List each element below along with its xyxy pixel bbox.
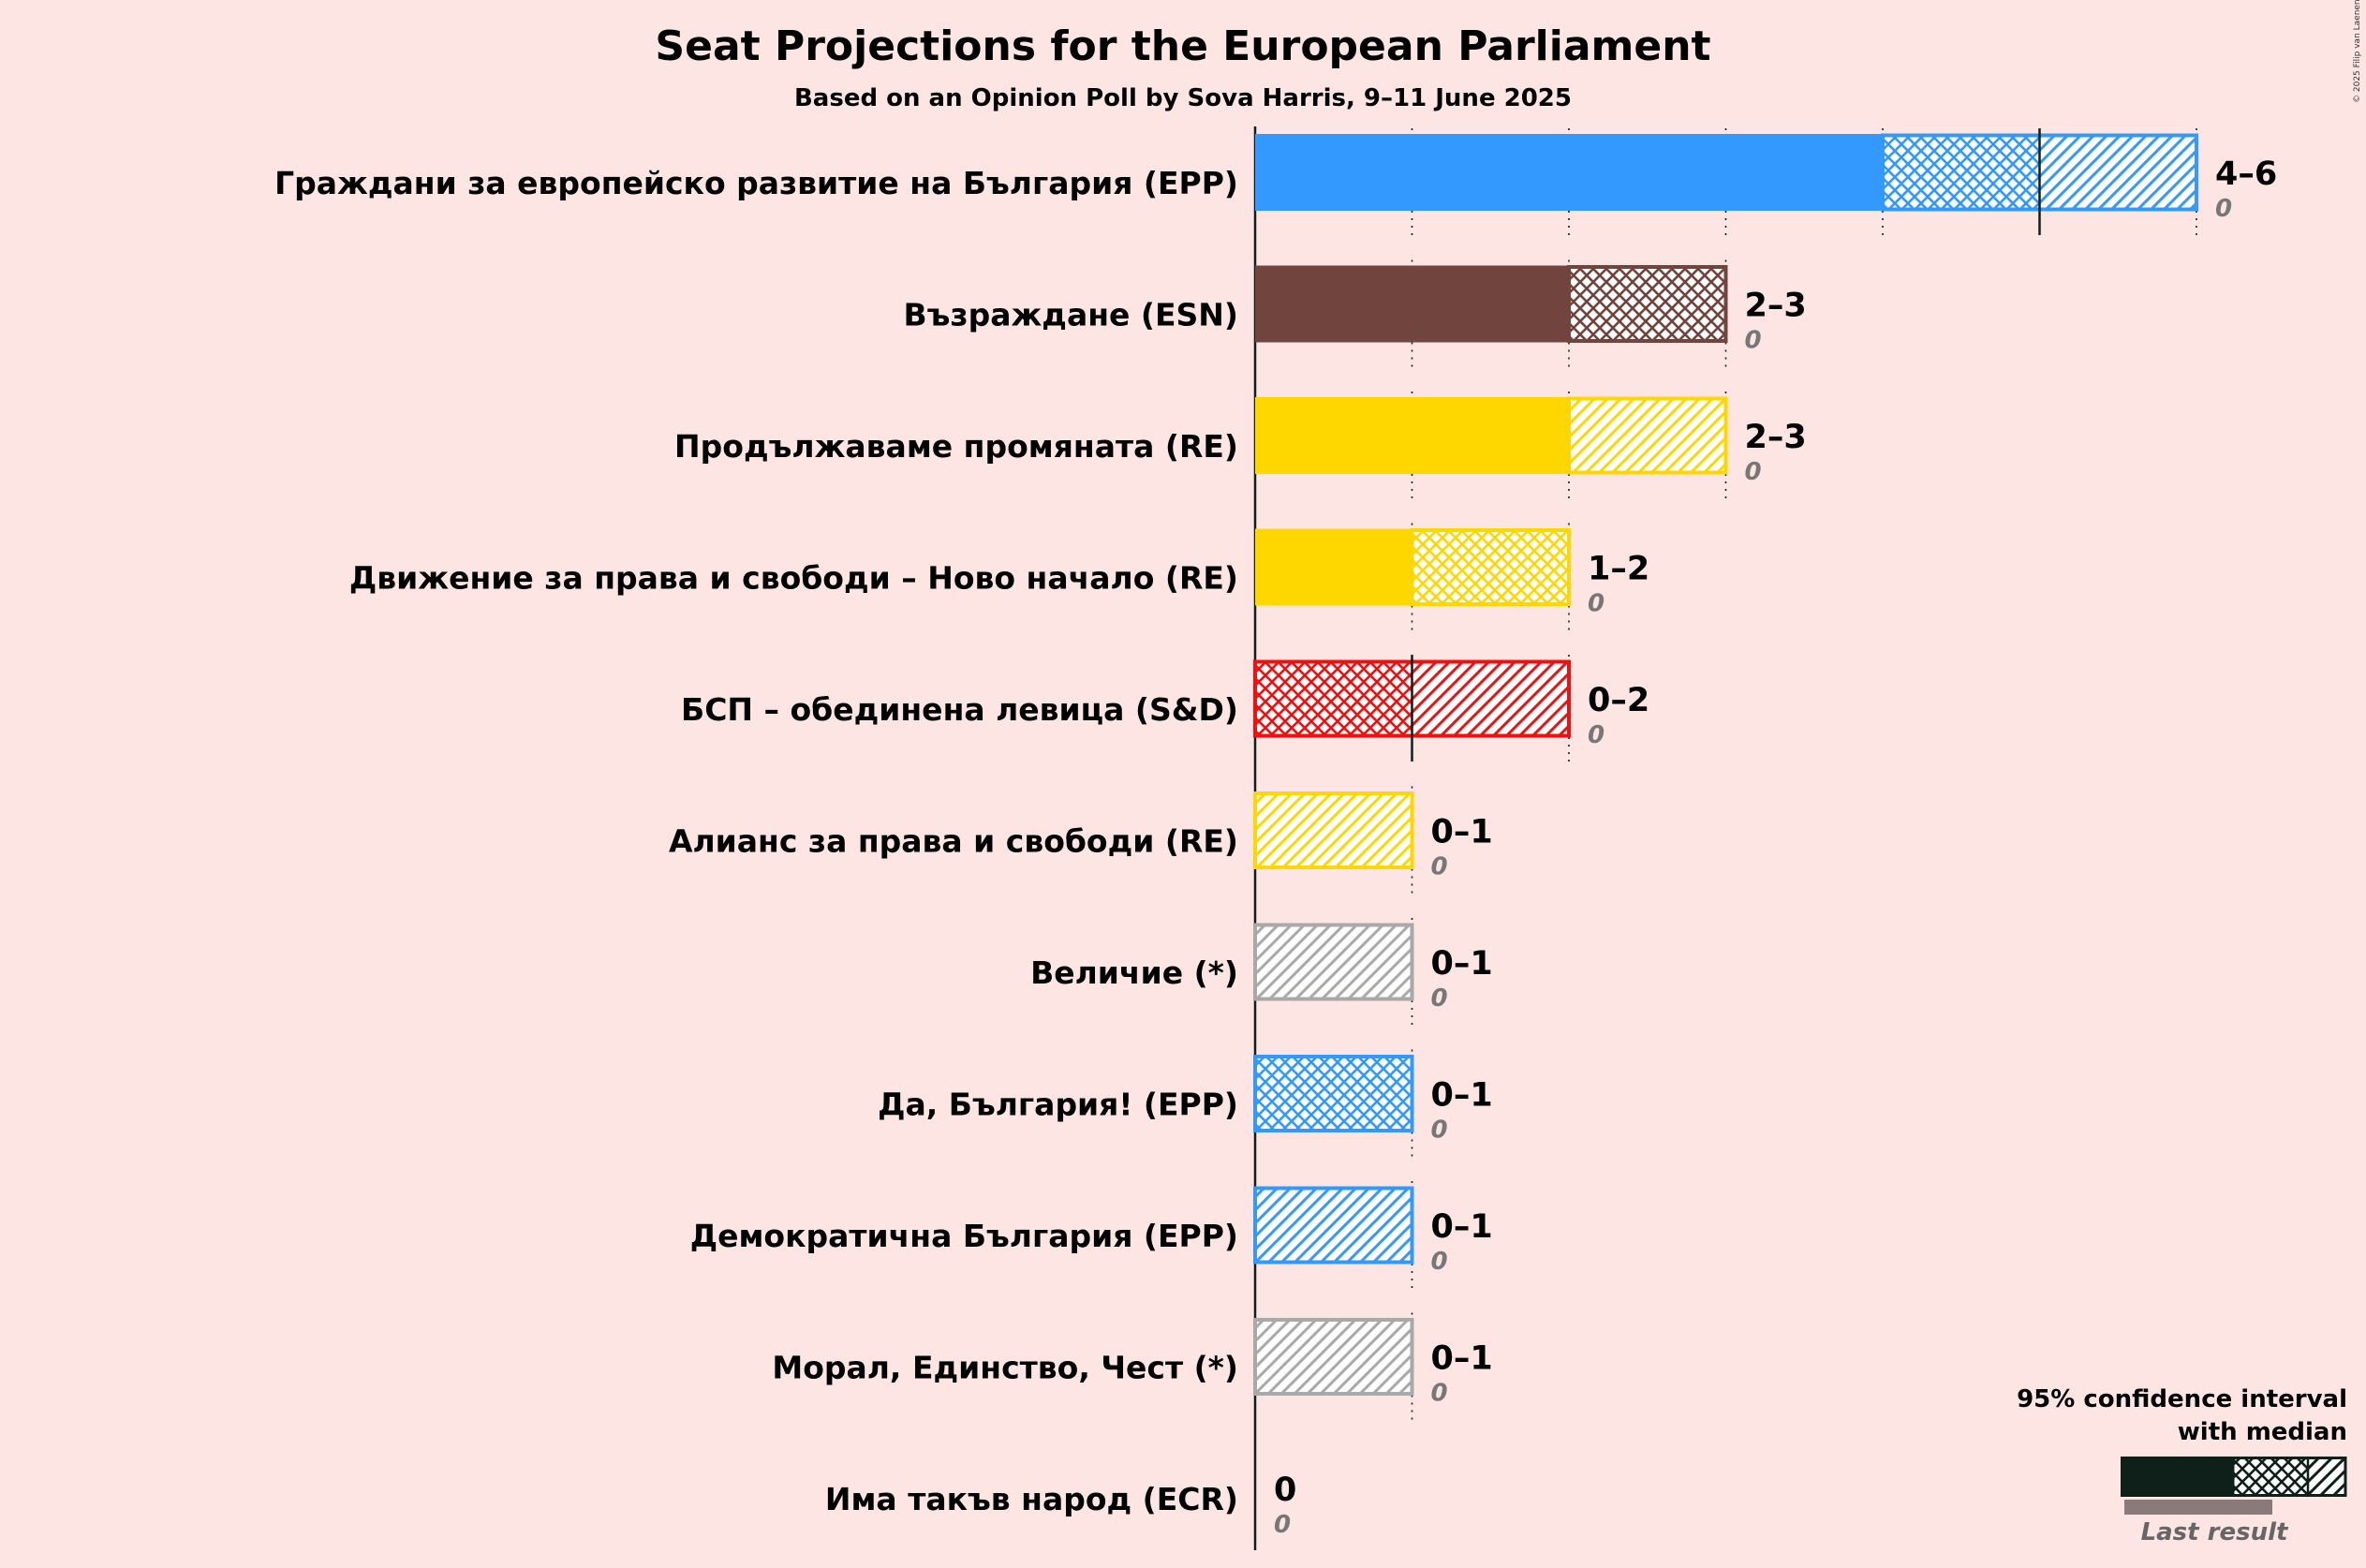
copyright-note: © 2025 Filip van Laenen xyxy=(2353,0,2362,103)
party-8-bar-ci-outline xyxy=(1253,1186,1414,1265)
legend-title-line1: 95% confidence interval xyxy=(2017,1385,2347,1413)
party-9-last-result-label: 0 xyxy=(1431,1380,1448,1408)
party-8-bar-ci-upper xyxy=(1255,1188,1412,1263)
party-6-label: Величие (*) xyxy=(1030,954,1238,991)
party-9-range-label: 0–1 xyxy=(1431,1340,1493,1378)
party-5-bar-ci-upper xyxy=(1255,793,1412,867)
party-1-range-label: 2–3 xyxy=(1745,288,1807,325)
party-4-last-result-label: 0 xyxy=(1588,721,1604,749)
party-1-bar-ci-outline xyxy=(1567,265,1728,343)
party-2-last-result-label: 0 xyxy=(1745,458,1762,486)
party-4-range-label: 0–2 xyxy=(1588,682,1649,719)
party-8-range-label: 0–1 xyxy=(1431,1208,1493,1246)
party-1-bar-solid xyxy=(1255,265,1569,343)
legend-ci-outline xyxy=(2231,1457,2347,1497)
chart-subtitle: Based on an Opinion Poll by Sova Harris,… xyxy=(794,84,1572,112)
party-3-bar-solid xyxy=(1255,528,1412,606)
party-3-bar-ci-outline xyxy=(1410,528,1571,606)
party-0-range-label: 4–6 xyxy=(2215,155,2277,193)
party-4-label: БСП – обединена левица (S&D) xyxy=(681,691,1238,728)
party-3-range-label: 1–2 xyxy=(1588,551,1649,588)
party-10-last-result-label: 0 xyxy=(1274,1511,1291,1539)
party-2-bar-ci-upper xyxy=(1569,398,1726,473)
party-6-range-label: 0–1 xyxy=(1431,945,1493,983)
party-0-bar-ci-lower xyxy=(1883,135,2040,210)
party-8-label: Демократична България (EPP) xyxy=(690,1218,1238,1254)
party-6-last-result-label: 0 xyxy=(1431,984,1448,1013)
party-5-label: Алианс за права и свободи (RE) xyxy=(669,823,1238,860)
party-2-bar-ci-outline xyxy=(1567,396,1728,475)
party-4-bar-ci-lower xyxy=(1255,661,1412,736)
party-1-bar-ci-lower xyxy=(1569,267,1726,341)
party-5-last-result-label: 0 xyxy=(1431,853,1448,881)
party-7-last-result-label: 0 xyxy=(1431,1117,1448,1145)
legend-title-line2: with median xyxy=(2178,1418,2347,1446)
party-0-bar-solid xyxy=(1255,134,1883,211)
party-1-last-result-label: 0 xyxy=(1745,327,1762,355)
party-10-label: Има такъв народ (ECR) xyxy=(825,1481,1238,1517)
legend-last-result-swatch xyxy=(2124,1500,2272,1515)
chart-title: Seat Projections for the European Parlia… xyxy=(655,22,1710,70)
party-3-last-result-label: 0 xyxy=(1588,590,1604,618)
party-6-bar-ci-outline xyxy=(1253,923,1414,1001)
party-0-last-result-label: 0 xyxy=(2215,195,2232,223)
party-5-range-label: 0–1 xyxy=(1431,814,1493,851)
party-3-bar-ci-lower xyxy=(1412,530,1569,604)
legend-last-result-label: Last result xyxy=(2141,1518,2289,1546)
party-9-bar-ci-outline xyxy=(1253,1318,1414,1396)
party-4-bar-ci-upper xyxy=(1412,661,1569,736)
party-10-range-label: 0 xyxy=(1274,1472,1296,1509)
legend-solid-swatch xyxy=(2121,1457,2233,1497)
legend-ci-lower-swatch xyxy=(2233,1457,2308,1496)
party-0-bar-ci-upper xyxy=(2039,135,2196,210)
plot-area: Граждани за европейско развитие на Бълга… xyxy=(274,126,2277,1550)
party-3-label: Движение за права и свободи – Ново начал… xyxy=(349,560,1238,597)
party-8-last-result-label: 0 xyxy=(1431,1248,1448,1276)
legend-ci-upper-swatch xyxy=(2308,1457,2345,1496)
party-7-bar-ci-outline xyxy=(1253,1055,1414,1132)
party-7-bar-ci-lower xyxy=(1255,1057,1412,1131)
party-1-label: Възраждане (ESN) xyxy=(903,297,1238,333)
party-0-label: Граждани за европейско развитие на Бълга… xyxy=(274,165,1238,201)
party-2-range-label: 2–3 xyxy=(1745,419,1807,456)
party-2-label: Продължаваме промяната (RE) xyxy=(674,428,1238,465)
party-6-bar-ci-upper xyxy=(1255,925,1412,999)
party-9-label: Морал, Единство, Чест (*) xyxy=(772,1350,1238,1386)
party-2-bar-solid xyxy=(1255,397,1569,474)
party-7-label: Да, България! (EPP) xyxy=(878,1087,1238,1123)
party-5-bar-ci-outline xyxy=(1253,791,1414,869)
party-9-bar-ci-upper xyxy=(1255,1320,1412,1394)
legend: 95% confidence interval with median Last… xyxy=(2017,1385,2347,1546)
party-7-range-label: 0–1 xyxy=(1431,1077,1493,1115)
